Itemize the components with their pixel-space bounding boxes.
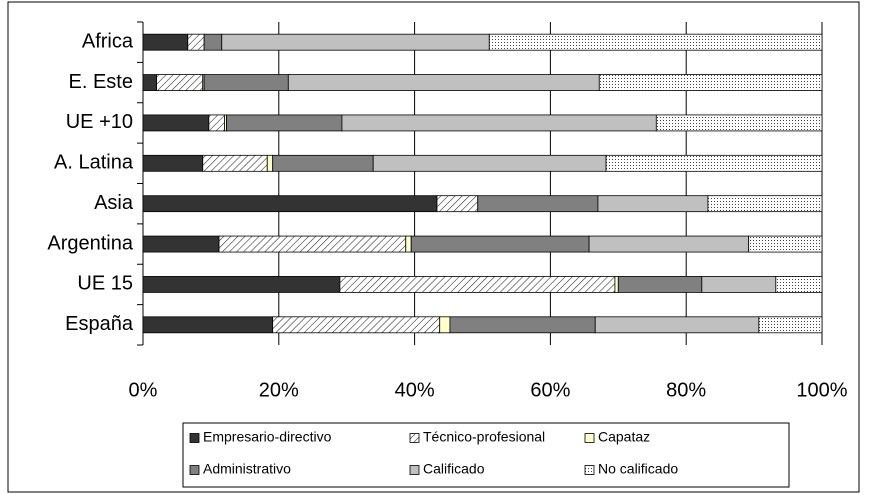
bar-segment [477, 195, 599, 213]
x-tick-label: 60% [530, 379, 570, 401]
x-tick-label: 40% [395, 379, 435, 401]
bar-segment [488, 33, 823, 51]
bar-segment [156, 74, 204, 91]
bar-segment [142, 33, 189, 51]
bar-segment [142, 195, 438, 213]
bar-segment [142, 154, 204, 172]
bar-segment [372, 154, 607, 172]
y-tick-label: UE +10 [66, 111, 133, 133]
bar-segment [605, 154, 823, 172]
y-tick-label: UE 15 [77, 273, 133, 295]
bar-segment [436, 195, 479, 213]
bar-segment [226, 114, 343, 132]
bar-segment [272, 316, 441, 334]
bar-segment [617, 276, 703, 293]
bar-segment [266, 154, 274, 172]
legend-label: Empresario-directivo [203, 429, 332, 445]
legend-swatch [584, 433, 595, 443]
bar-segment [142, 276, 341, 293]
legend-label: Administrativo [203, 461, 291, 477]
legend-swatch [189, 465, 200, 475]
y-tick-label: Argentina [47, 232, 133, 254]
bar-segment [588, 235, 750, 253]
bar-segment [202, 154, 268, 172]
bar-segment [405, 235, 412, 253]
y-tick-label: Asia [94, 192, 134, 214]
bar-segment [594, 316, 760, 334]
bar-segment [439, 316, 451, 334]
bar-segment [748, 235, 823, 253]
legend-label: No calificado [598, 461, 678, 477]
legend-swatch [189, 433, 200, 443]
legend-swatch [584, 465, 595, 475]
bar-segment [203, 33, 223, 51]
bar-segment [287, 74, 600, 91]
x-tick-label: 20% [259, 379, 299, 401]
bar-segment [142, 235, 220, 253]
bar-segment [203, 74, 289, 91]
bar-segment [449, 316, 596, 334]
legend-box [182, 422, 790, 488]
bar-segment [775, 276, 823, 293]
bar-segment [187, 33, 205, 51]
bar-segment [341, 114, 657, 132]
x-tick-label: 100% [796, 379, 847, 401]
legend-swatch [409, 465, 420, 475]
legend-label: Calificado [423, 461, 485, 477]
bar-segment [208, 114, 225, 132]
legend-swatch [409, 433, 420, 443]
x-tick-label: 80% [666, 379, 706, 401]
bar-segment [597, 195, 709, 213]
bar-segment [701, 276, 777, 293]
bar-segment [655, 114, 823, 132]
bar-segment [410, 235, 590, 253]
y-tick-label: España [65, 313, 134, 335]
bar-segment [339, 276, 616, 293]
bar-segment [142, 74, 157, 91]
bar-segment [218, 235, 407, 253]
y-tick-label: Africa [82, 30, 134, 52]
bar-segment [707, 195, 823, 213]
bar-segment [142, 114, 210, 132]
bar-segment [142, 316, 274, 334]
bar-segment [614, 276, 619, 293]
legend-label: Técnico-profesional [423, 429, 545, 445]
bar-segment [598, 74, 823, 91]
x-tick-label: 0% [129, 379, 158, 401]
y-tick-label: E. Este [69, 71, 133, 93]
legend-label: Capataz [598, 429, 650, 445]
bar-segment [758, 316, 823, 334]
bar-segment [221, 33, 490, 51]
bar-segment [272, 154, 374, 172]
y-tick-label: A. Latina [54, 152, 134, 174]
